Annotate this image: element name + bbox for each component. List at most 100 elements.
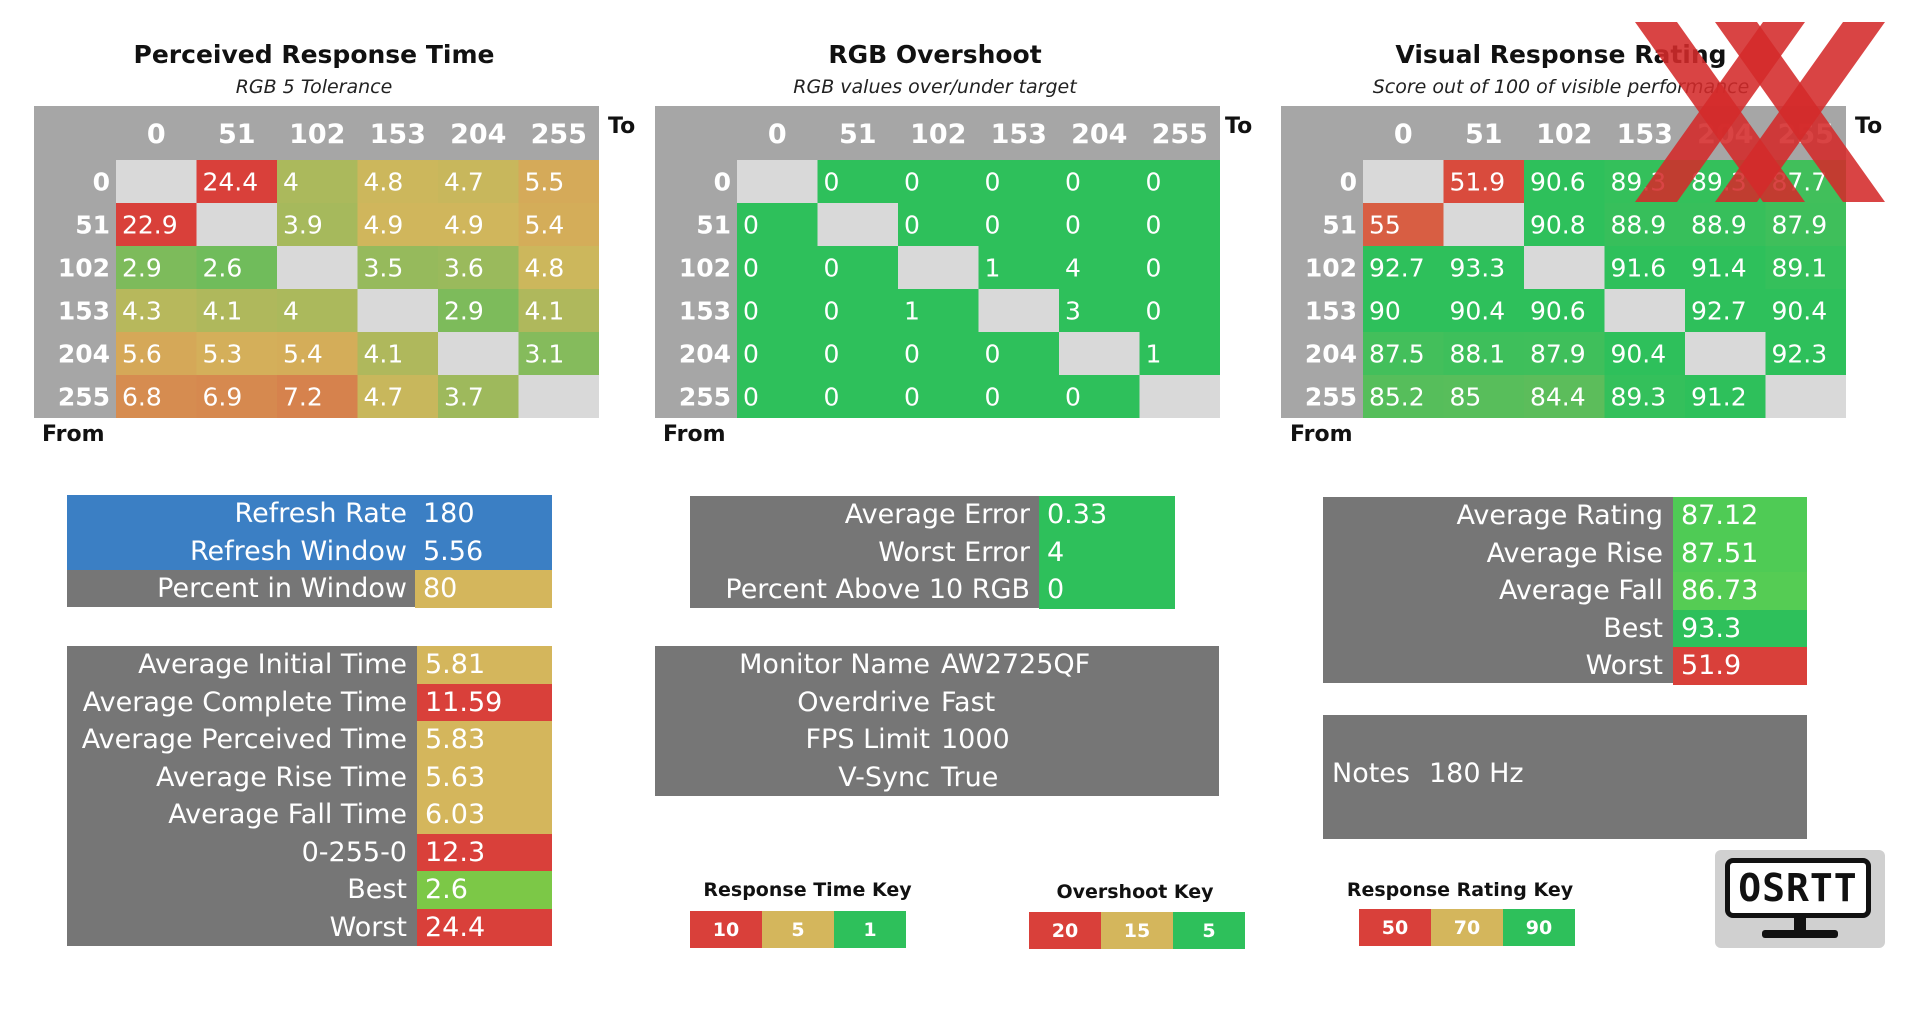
heatmap-cell-label: 2.6 bbox=[203, 254, 243, 283]
heatmap-cell-label: 55 bbox=[1369, 211, 1401, 240]
heatmap-cell-label: 90.4 bbox=[1450, 297, 1506, 326]
heatmap-cell-label: 24.4 bbox=[203, 168, 259, 197]
y-tick-label: 102 bbox=[58, 254, 110, 283]
x-tick-label: 204 bbox=[450, 119, 506, 150]
monitor-name-label: Monitor Name bbox=[739, 649, 930, 681]
heatmap-cell-label: 4.9 bbox=[444, 211, 484, 240]
heatmap-cell-label: 0 bbox=[904, 168, 920, 197]
heatmap-cell-label: 0 bbox=[1146, 211, 1162, 240]
y-tick-label: 204 bbox=[679, 340, 731, 369]
rating-subtitle: Score out of 100 of visible performance bbox=[1372, 76, 1750, 98]
heatmap-cell-label: 0 bbox=[824, 254, 840, 283]
heatmap-cell bbox=[438, 160, 519, 203]
rating-best-value: 93.3 bbox=[1673, 609, 1807, 647]
heatmap-cell-label: 89.3 bbox=[1611, 383, 1667, 412]
monitor-box: Monitor Name AW2725QF Overdrive Fast FPS… bbox=[655, 646, 1219, 796]
heatmap-cell-label: 1 bbox=[904, 297, 920, 326]
fps-limit-row: FPS Limit 1000 bbox=[655, 721, 1219, 759]
heatmap-cell bbox=[1524, 375, 1605, 418]
heatmap-cell-label: 90.6 bbox=[1530, 168, 1586, 197]
y-tick-label: 51 bbox=[696, 211, 731, 240]
heatmap-cell-label: 0 bbox=[904, 211, 920, 240]
heatmap-cell-label: 4.8 bbox=[525, 254, 565, 283]
heatmap-cell bbox=[1443, 375, 1524, 418]
heatmap-cell bbox=[898, 332, 979, 375]
heatmap-cell-label: 5.4 bbox=[525, 211, 565, 240]
rating-worst-label: Worst bbox=[1585, 650, 1663, 682]
heatmap-cell bbox=[196, 332, 277, 375]
heatmap-cell-label: 0 bbox=[904, 340, 920, 369]
heatmap-cell bbox=[817, 375, 898, 418]
avg-rise-value: 5.63 bbox=[417, 758, 552, 796]
heatmap-cell-label: 4.8 bbox=[364, 168, 404, 197]
heatmap-cell bbox=[1524, 289, 1605, 332]
heatmap-cell-label: 90.8 bbox=[1530, 211, 1586, 240]
heatmap-cell bbox=[196, 203, 277, 246]
heatmap-row-header-band bbox=[34, 106, 116, 418]
overdrive-value: Fast bbox=[941, 686, 996, 718]
heatmap-row-header-band bbox=[1281, 106, 1363, 418]
heatmap-cell-label: 0 bbox=[1065, 168, 1081, 197]
heatmap-cell bbox=[518, 375, 599, 418]
heatmap-cell bbox=[357, 375, 438, 418]
heatmap-cell bbox=[1443, 160, 1524, 203]
refresh-window-row: Refresh Window 5.56 bbox=[67, 532, 552, 570]
heatmap-cell bbox=[438, 246, 519, 289]
heatmap-cell-label: 22.9 bbox=[122, 211, 178, 240]
heatmap-cell bbox=[978, 203, 1059, 246]
heatmap-cell bbox=[978, 160, 1059, 203]
heatmap-cell bbox=[357, 289, 438, 332]
heatmap-cell bbox=[1059, 203, 1140, 246]
heatmap-cell-label: 4 bbox=[283, 168, 299, 197]
x-tick-label: 153 bbox=[370, 119, 426, 150]
heatmap-cell-label: 87.9 bbox=[1772, 211, 1828, 240]
heatmap-cell bbox=[898, 203, 979, 246]
full-transition-value: 12.3 bbox=[417, 833, 552, 871]
x-tick-label: 51 bbox=[839, 119, 877, 150]
percent-window-value: 80 bbox=[415, 570, 552, 608]
heatmap-cell bbox=[1604, 375, 1685, 418]
notes-box: Notes 180 Hz bbox=[1323, 715, 1807, 839]
avg-fall-rating-row: Average Fall 86.73 bbox=[1323, 572, 1807, 610]
overshoot-key-title: Overshoot Key bbox=[1056, 881, 1214, 903]
heatmap-cell-label: 92.7 bbox=[1691, 297, 1747, 326]
refresh-box: Refresh Rate 180 Refresh Window 5.56 Per… bbox=[67, 495, 552, 608]
y-tick-label: 0 bbox=[1340, 168, 1357, 197]
avg-rise-rating-label: Average Rise bbox=[1486, 537, 1663, 569]
heatmap-cell bbox=[1524, 332, 1605, 375]
heatmap-cell bbox=[1443, 332, 1524, 375]
avg-error-row: Average Error 0.33 bbox=[690, 496, 1175, 534]
heatmap-cell-label: 93.3 bbox=[1450, 254, 1506, 283]
percent-window-row: Percent in Window 80 bbox=[67, 570, 552, 608]
heatmap-cell-label: 90 bbox=[1369, 297, 1401, 326]
times-worst-row: Worst 24.4 bbox=[67, 908, 552, 946]
heatmap-cell bbox=[898, 289, 979, 332]
heatmap-cell bbox=[116, 203, 197, 246]
heatmap-cell bbox=[1363, 203, 1444, 246]
heatmap-cell bbox=[1524, 203, 1605, 246]
heatmap-cell-label: 0 bbox=[1146, 254, 1162, 283]
heatmap-cell-label: 0 bbox=[824, 168, 840, 197]
vsync-value: True bbox=[941, 761, 999, 793]
response-time-heatmap: 0 51 102 153 204 255 0 51 102 153 204 255 24.4 4 4.8 4.… bbox=[34, 106, 599, 418]
overshoot-title: RGB Overshoot bbox=[828, 40, 1042, 69]
y-tick-label: 102 bbox=[679, 254, 731, 283]
heatmap-cell bbox=[1765, 332, 1846, 375]
heatmap-cell bbox=[277, 203, 358, 246]
heatmap-cell bbox=[1604, 289, 1685, 332]
y-tick-label: 153 bbox=[58, 297, 110, 326]
heatmap-cell bbox=[737, 160, 818, 203]
heatmap-cell-label: 7.2 bbox=[283, 383, 323, 412]
heatmap-cell bbox=[817, 160, 898, 203]
heatmap-cell-label: 0 bbox=[985, 340, 1001, 369]
heatmap-cell bbox=[978, 375, 1059, 418]
heatmap-cell bbox=[1059, 160, 1140, 203]
worst-error-value: 4 bbox=[1039, 533, 1175, 571]
x-tick-label: 204 bbox=[1071, 119, 1127, 150]
heatmap-cell bbox=[357, 246, 438, 289]
overshoot-heatmap: 0 51 102 153 204 255 0 51 102 153 204 255 0 0 0 0 0 0 0 0 0 0… bbox=[655, 106, 1220, 418]
refresh-rate-label: Refresh Rate bbox=[234, 498, 407, 530]
heatmap-cell bbox=[1685, 203, 1766, 246]
rating-best-row: Best 93.3 bbox=[1323, 609, 1807, 647]
heatmap-cell-label: 1 bbox=[1146, 340, 1162, 369]
